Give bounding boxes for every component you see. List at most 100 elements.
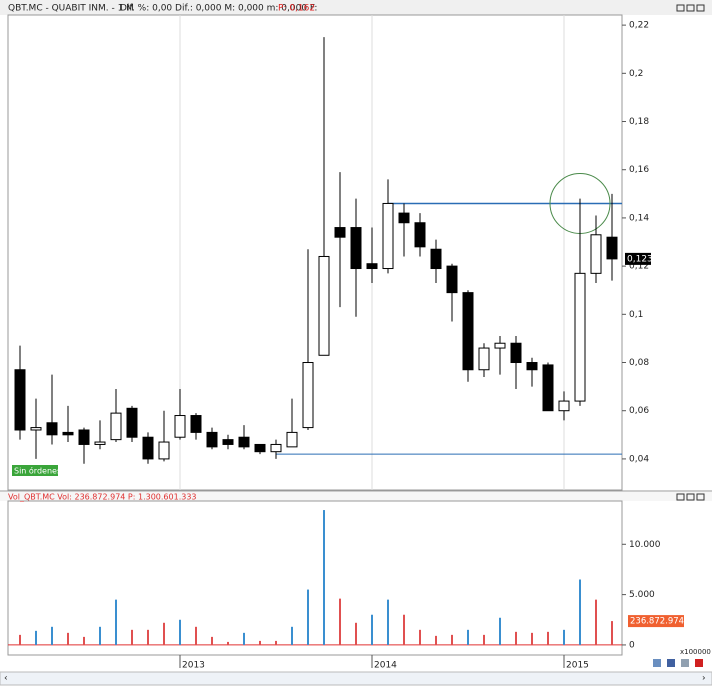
volume-bar: [323, 510, 325, 645]
y-tick-label: 5.000: [629, 590, 655, 600]
volume-bar: [483, 634, 485, 645]
close[interactable]: [696, 4, 705, 12]
candle-body: [510, 342, 522, 364]
y-tick-label: 0,18: [629, 117, 649, 127]
volume-bar: [243, 632, 245, 645]
volume-bar: [115, 599, 117, 645]
candle-body: [302, 362, 314, 429]
last-price-label: 0,123: [627, 254, 653, 264]
candle-body: [606, 236, 618, 260]
y-tick-label: 0,1: [629, 310, 643, 320]
candle-body: [222, 439, 234, 445]
candle-body: [478, 347, 490, 371]
candle-body: [334, 227, 346, 238]
volume-bar: [179, 619, 181, 645]
volume-bar: [227, 641, 229, 645]
candle-body: [14, 369, 26, 431]
scroll-left[interactable]: ‹: [4, 674, 8, 684]
volume-bar: [131, 629, 133, 645]
last-volume-box: [628, 615, 684, 628]
volume-title: Vol_QBT.MC Vol: 236.872.974 P: 1.300.601…: [8, 493, 197, 502]
candle-body: [542, 364, 554, 412]
window-buttons[interactable]: [676, 493, 705, 501]
candle-body: [94, 441, 106, 445]
volume-bar: [563, 629, 565, 645]
volume-bar: [99, 626, 101, 645]
volume-bar: [403, 614, 405, 645]
volume-bar: [35, 630, 37, 645]
y-tick-label: 10.000: [629, 540, 661, 550]
candle-body: [142, 436, 154, 460]
annotation: Sin órdenes: [14, 466, 61, 476]
candle-body: [286, 431, 298, 448]
header-bar: [0, 0, 712, 15]
candle-body: [382, 202, 394, 270]
y-tick-label: 0,14: [629, 213, 649, 223]
tool-icon[interactable]: [695, 659, 703, 667]
candle-body: [158, 441, 170, 460]
minimize[interactable]: [676, 4, 685, 12]
symbol: QBT.MC - QUABIT INM. - 1 M: [8, 4, 134, 14]
volume-bar: [307, 589, 309, 645]
candle-body: [366, 263, 378, 270]
candle-body: [526, 362, 538, 371]
volume-bar: [51, 626, 53, 645]
candle-body: [62, 431, 74, 436]
maximize[interactable]: [686, 493, 695, 501]
candle-body: [110, 412, 122, 441]
candle-body: [414, 222, 426, 248]
candle-body: [350, 227, 362, 270]
candle-body: [590, 234, 602, 274]
volume-bar: [579, 579, 581, 645]
volume-bar: [499, 617, 501, 645]
candle-body: [558, 400, 570, 412]
y-tick-label: 0,06: [629, 406, 649, 416]
maximize[interactable]: [686, 4, 695, 12]
volume-bar: [595, 599, 597, 645]
scrollbar[interactable]: [0, 671, 712, 686]
unit-label: x100000: [680, 648, 711, 656]
tool-icon[interactable]: [681, 659, 689, 667]
volume-bar: [611, 621, 613, 645]
volume-bar: [259, 640, 261, 645]
candle-body: [190, 415, 202, 433]
volume-bar: [211, 636, 213, 645]
candle-body: [398, 212, 410, 224]
volume-bar: [275, 640, 277, 645]
candle-body: [238, 436, 250, 448]
volume-bar: [67, 632, 69, 645]
volume-bar: [339, 598, 341, 645]
candle-body: [254, 443, 266, 453]
candle-body: [206, 431, 218, 448]
candle-body: [46, 422, 58, 436]
tool-icon[interactable]: [667, 659, 675, 667]
volume-header: [0, 492, 712, 501]
candle-body: [462, 292, 474, 371]
volume-bar: [419, 629, 421, 645]
y-tick-label: 0,04: [629, 454, 649, 464]
candle-body: [446, 265, 458, 294]
toolbar[interactable]: [653, 659, 703, 667]
volume-bar: [19, 634, 21, 645]
stats: Dif. %: 0,00 Dif.: 0,000 M: 0,000 m: 0,0…: [120, 4, 317, 14]
candle-body: [318, 255, 330, 356]
candle-body: [270, 443, 282, 453]
window-buttons[interactable]: [676, 4, 705, 12]
volume-bar: [435, 635, 437, 645]
y-tick-label: 0,08: [629, 358, 649, 368]
volume-bar: [371, 614, 373, 645]
tool-icon[interactable]: [653, 659, 661, 667]
candle-body: [574, 272, 586, 402]
scroll-right[interactable]: ›: [702, 674, 706, 684]
y-tick-label: 0,16: [629, 165, 649, 175]
minimize[interactable]: [676, 493, 685, 501]
close[interactable]: [696, 493, 705, 501]
volume-bar: [163, 622, 165, 645]
volume-bar: [355, 622, 357, 645]
last-price-box: [625, 252, 651, 265]
y-tick-label: 0,2: [629, 69, 643, 79]
volume-bar: [195, 626, 197, 645]
candle-body: [126, 407, 138, 438]
